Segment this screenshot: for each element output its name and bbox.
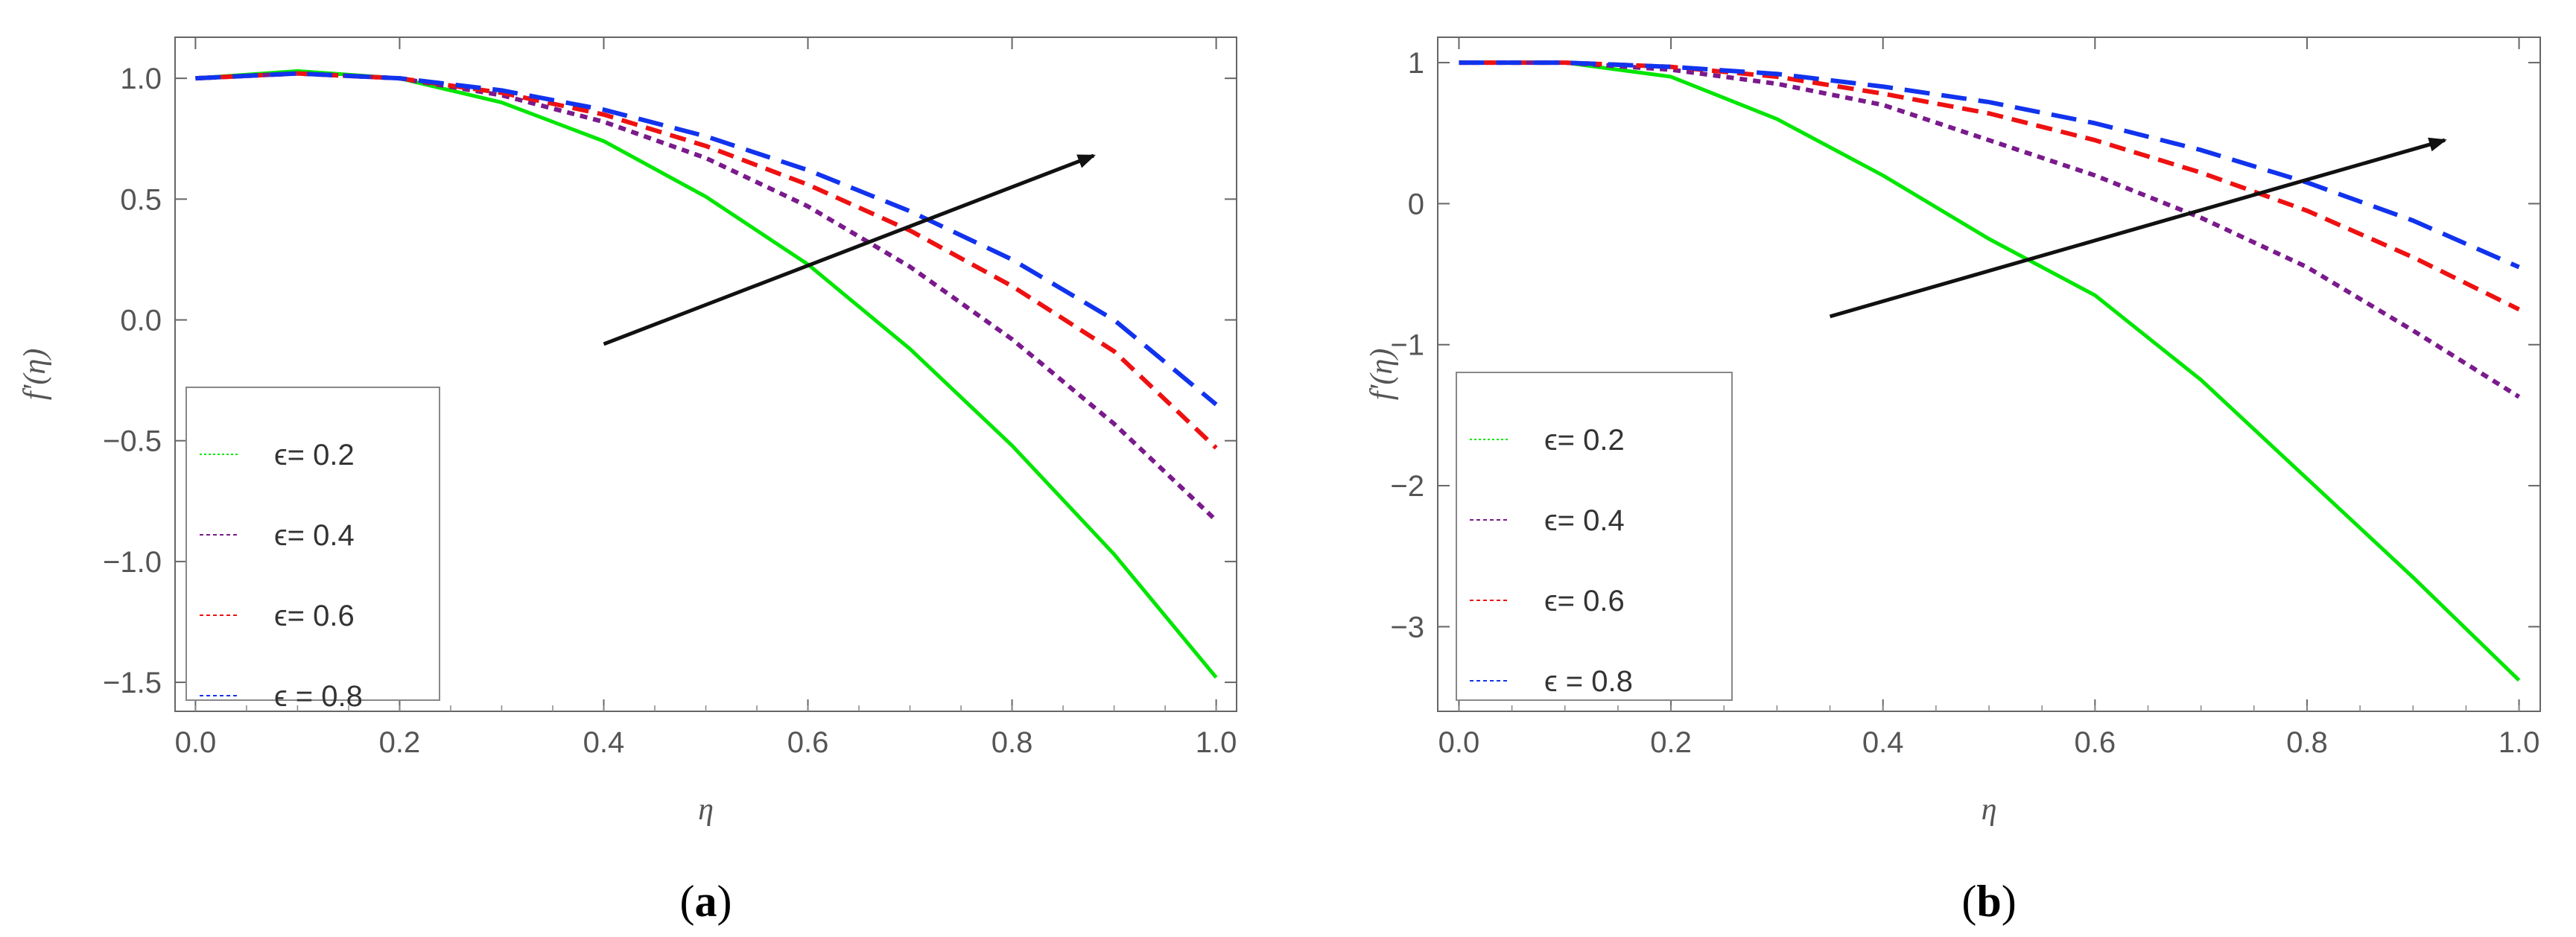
x-tick-label: 0.0 xyxy=(1438,726,1480,759)
x-tick-label: 0.2 xyxy=(379,726,421,759)
legend-label: ϵ= 0.6 xyxy=(274,600,355,632)
x-tick-label: 0.0 xyxy=(175,726,217,759)
y-tick-label: −2 xyxy=(1390,470,1424,503)
caption-close: ) xyxy=(2002,877,2017,926)
legend-label: ϵ = 0.8 xyxy=(274,680,363,713)
x-tick-label: 0.4 xyxy=(1862,726,1904,759)
x-tick-label: 1.0 xyxy=(1196,726,1237,759)
x-tick-label: 0.8 xyxy=(2286,726,2328,759)
caption-letter: b xyxy=(1976,877,2001,926)
series-line-3 xyxy=(195,71,1218,450)
y-tick-label: 1 xyxy=(1408,47,1424,80)
legend-label: ϵ= 0.4 xyxy=(1544,504,1625,537)
x-tick-label: 0.8 xyxy=(992,726,1033,759)
series-line-4 xyxy=(1459,60,2520,270)
caption-open: ( xyxy=(1961,877,1976,926)
legend-box xyxy=(185,387,440,701)
trend-arrow xyxy=(1829,137,2447,319)
y-tick-label: 0.5 xyxy=(120,183,162,216)
legend-label: ϵ= 0.4 xyxy=(274,519,355,552)
panel-b: 0.0 0.2 0.4 0.6 0.8 1.0 −3 −2 −1 0 1 η f'(η) ϵ= 0.2 ϵ=… xyxy=(1365,36,2541,926)
x-tick-label: 0.6 xyxy=(2075,726,2116,759)
legend-label: ϵ = 0.8 xyxy=(1544,665,1633,698)
y-tick-label: −1.0 xyxy=(103,546,162,579)
series-line-2 xyxy=(1459,60,2521,399)
panel-caption: (a) xyxy=(680,877,732,926)
series-line-3 xyxy=(1459,60,2520,312)
y-tick-label: −1 xyxy=(1390,329,1424,362)
x-axis-label: η xyxy=(1982,793,1997,827)
trend-arrow xyxy=(603,153,1096,346)
x-tick-label: 0.2 xyxy=(1650,726,1692,759)
panel-caption: (b) xyxy=(1961,877,2016,926)
caption-letter: a xyxy=(695,877,717,926)
panel-a: 0.0 0.2 0.4 0.6 0.8 1.0 −1.5 −1.0 −0.5 0.0 0.5 1.0 η… xyxy=(18,36,1237,926)
legend-label: ϵ= 0.2 xyxy=(1544,424,1625,457)
x-tick-label: 0.6 xyxy=(787,726,829,759)
y-axis-label: f'(η) xyxy=(1365,349,1399,400)
legend-box xyxy=(1456,372,1733,701)
legend-label: ϵ= 0.6 xyxy=(1544,585,1625,617)
x-axis-label: η xyxy=(698,793,714,827)
x-tick-label: 0.4 xyxy=(583,726,625,759)
caption-open: ( xyxy=(680,877,695,926)
y-axis-label: f'(η) xyxy=(18,349,52,400)
y-tick-label: −0.5 xyxy=(103,425,162,458)
legend-label: ϵ= 0.2 xyxy=(274,439,355,471)
series-line-1 xyxy=(1459,60,2521,682)
caption-close: ) xyxy=(717,877,732,926)
y-tick-label: −1.5 xyxy=(103,667,162,699)
x-tick-label: 1.0 xyxy=(2499,726,2540,759)
series-line-4 xyxy=(195,71,1218,407)
y-tick-label: −3 xyxy=(1390,611,1424,644)
y-tick-label: 0.0 xyxy=(120,305,162,337)
y-tick-label: 0 xyxy=(1408,188,1424,220)
y-tick-label: 1.0 xyxy=(120,63,162,95)
